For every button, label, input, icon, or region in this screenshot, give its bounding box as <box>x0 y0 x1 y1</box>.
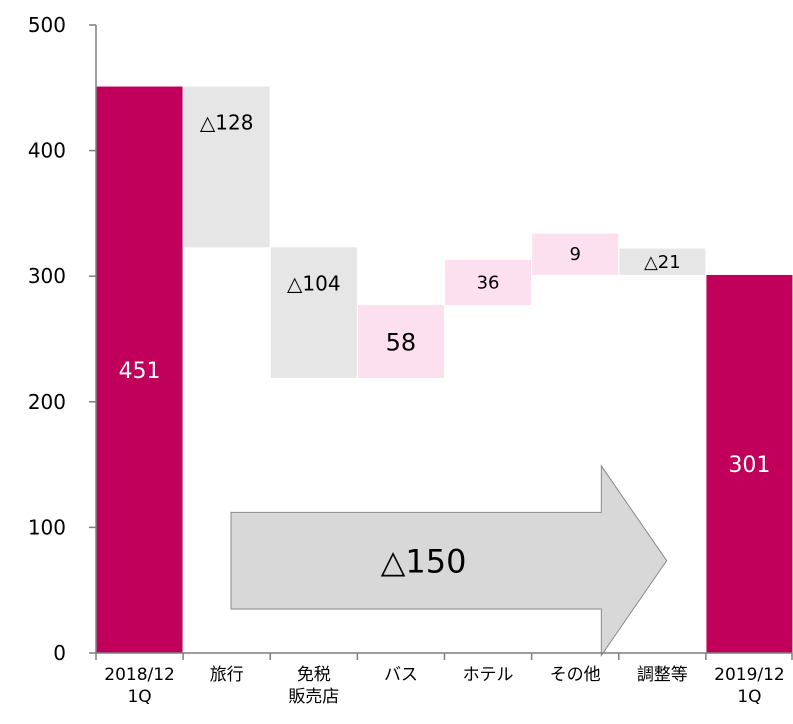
value-label-3: 58 <box>386 329 417 357</box>
axis-layer: 0 100 200 300 400 500 2018/12 1Q 旅行 免税販売店 バス ホテル その他… <box>28 13 793 707</box>
value-label-1: △128 <box>200 111 254 135</box>
value-label-0: 451 <box>119 359 161 384</box>
bar-7 <box>706 274 793 653</box>
category-label-1: 旅行 <box>210 665 244 685</box>
bar-6 <box>619 248 706 275</box>
category-label-4: ホテル <box>463 665 514 685</box>
bar-5 <box>532 233 619 275</box>
category-label-6: 調整等 <box>637 665 688 685</box>
category-label-0: 2018/12 1Q <box>104 665 175 707</box>
bars-layer <box>96 86 793 653</box>
y-tick-label-2: 200 <box>28 390 66 414</box>
total-change-label: △150 <box>381 543 467 581</box>
value-label-7: 301 <box>728 453 770 478</box>
value-label-2: △104 <box>287 271 341 295</box>
y-tick-label-1: 100 <box>28 515 66 539</box>
value-label-6: △21 <box>644 252 681 273</box>
total-change-arrow <box>230 464 668 658</box>
y-tick-label-5: 500 <box>28 13 66 37</box>
arrow-annotation-layer: △150 <box>230 464 668 658</box>
value-label-4: 36 <box>477 272 500 293</box>
y-tick-label-3: 300 <box>28 264 66 288</box>
bar-0 <box>96 86 183 653</box>
y-tick-label-4: 400 <box>28 139 66 163</box>
bar-2 <box>270 247 357 378</box>
bar-3 <box>357 305 444 378</box>
category-label-7: 2019/12 1Q <box>714 665 785 707</box>
value-label-5: 9 <box>569 244 580 265</box>
bar-1 <box>183 86 270 248</box>
bar-4 <box>445 259 532 306</box>
category-label-5: その他 <box>550 665 601 685</box>
category-label-2: 免税販売店 <box>288 665 339 707</box>
labels-layer: 451 △128 △104 58 36 9 △21 301 <box>119 111 771 478</box>
y-tick-label-0: 0 <box>53 641 66 665</box>
category-label-3: バス <box>384 665 418 685</box>
